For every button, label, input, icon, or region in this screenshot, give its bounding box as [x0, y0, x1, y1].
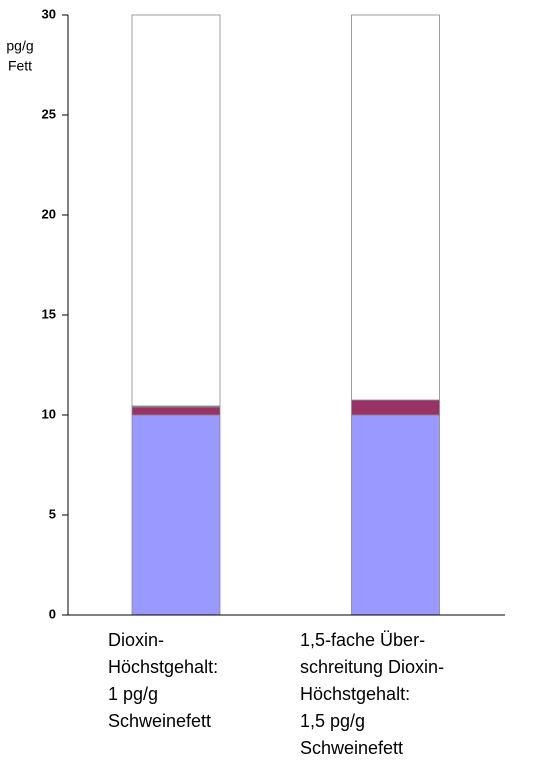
bar-segment — [131, 406, 221, 416]
y-tick-label: 0 — [49, 606, 56, 621]
y-tick-label: 10 — [42, 406, 56, 421]
y-axis-label: Fett — [8, 58, 32, 74]
y-tick-label: 30 — [42, 6, 56, 21]
y-tick-label: 15 — [42, 306, 56, 321]
x-tick-label: Schweinefett — [300, 738, 403, 758]
x-tick-label: 1,5 pg/g — [300, 711, 365, 731]
y-tick-label: 5 — [49, 506, 56, 521]
bar-segment — [351, 14, 440, 401]
y-axis-label: pg/g — [6, 38, 33, 54]
bar-segment — [351, 414, 440, 616]
y-tick-label: 25 — [42, 106, 56, 121]
x-tick-label: 1 pg/g — [108, 684, 158, 704]
x-tick-label: schreitung Dioxin- — [300, 657, 444, 677]
bar-segment — [351, 399, 440, 416]
y-tick-label: 20 — [42, 206, 56, 221]
x-tick-label: Dioxin- — [108, 630, 164, 650]
x-tick-label: Schweinefett — [108, 711, 211, 731]
bar-segment — [131, 414, 221, 616]
x-tick-label: Höchstgehalt: — [108, 657, 218, 677]
bar-segment — [131, 14, 221, 407]
x-tick-label: Höchstgehalt: — [300, 684, 410, 704]
x-tick-label: 1,5-fache Über- — [300, 630, 425, 650]
